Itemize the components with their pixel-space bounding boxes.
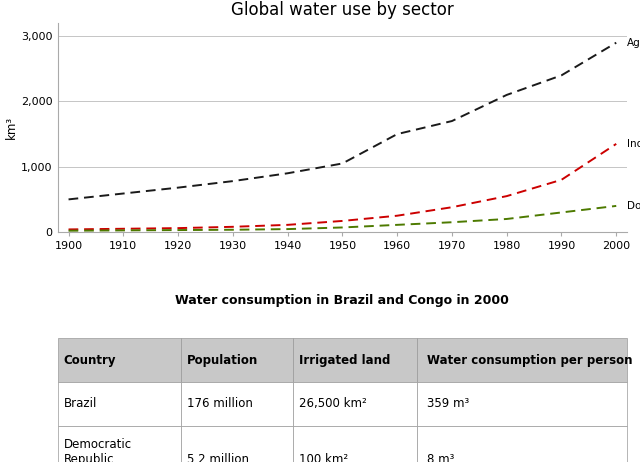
Title: Global water use by sector: Global water use by sector	[231, 1, 454, 19]
Text: Domestic use: Domestic use	[627, 201, 640, 211]
Text: Agriculture: Agriculture	[627, 38, 640, 48]
Text: Industrial use: Industrial use	[627, 139, 640, 149]
Text: Water consumption in Brazil and Congo in 2000: Water consumption in Brazil and Congo in…	[175, 294, 509, 307]
Y-axis label: km³: km³	[5, 116, 19, 139]
